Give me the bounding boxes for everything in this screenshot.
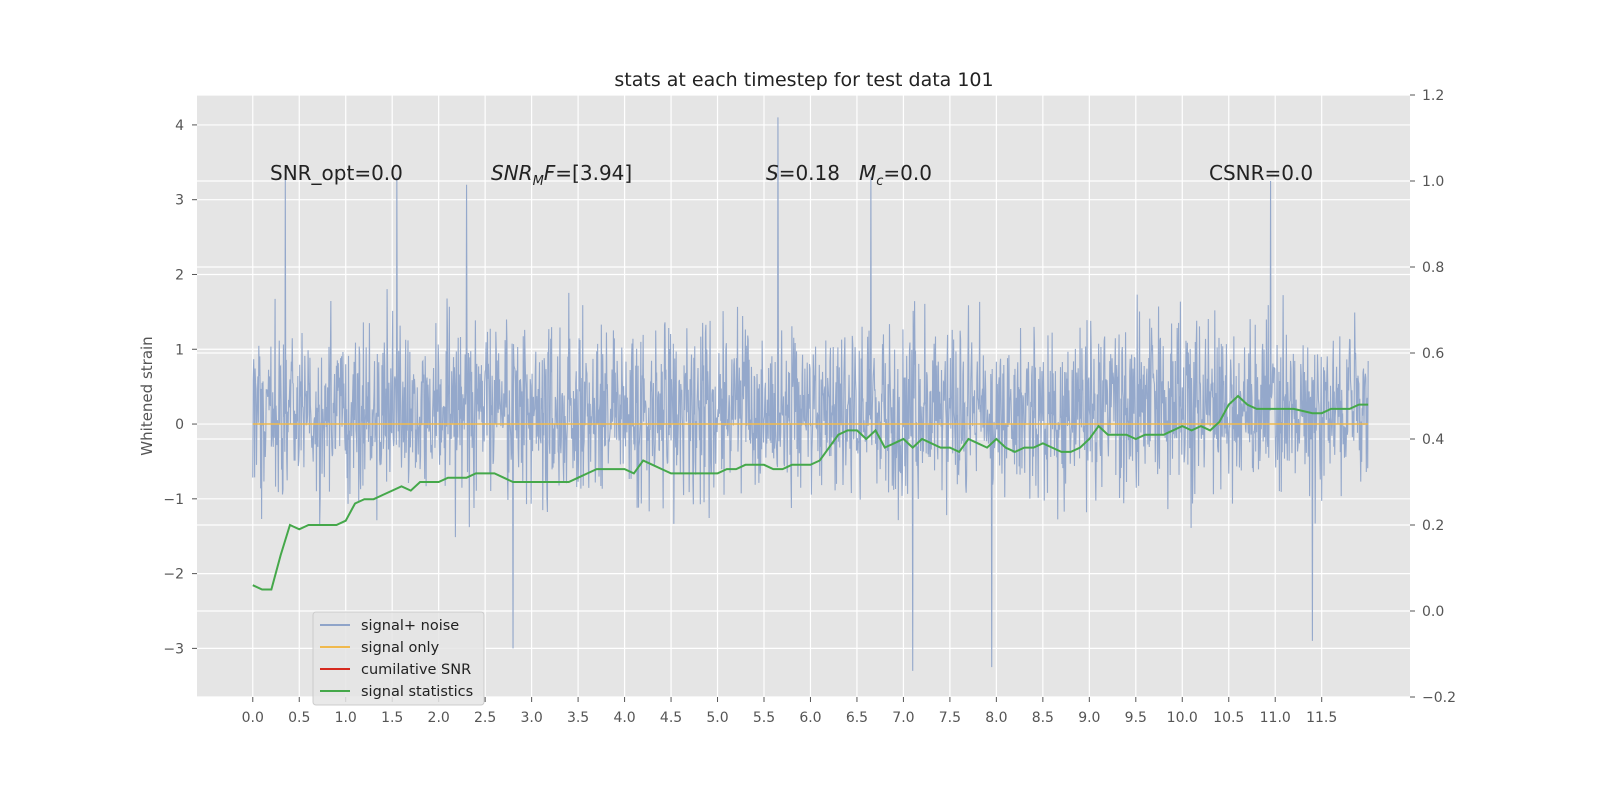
y-tick-label: −2	[163, 567, 184, 583]
right-y-tick-label: 0.6	[1422, 346, 1444, 362]
y-tick-label: 3	[175, 193, 184, 209]
x-tick-label: 7.5	[939, 710, 961, 726]
x-tick-label: 3.0	[520, 710, 542, 726]
x-tick-label: 8.0	[985, 710, 1007, 726]
annotation-snr-opt: SNR_opt=0.0	[270, 161, 403, 185]
x-tick-label: 0.0	[242, 710, 264, 726]
snr-mf-subscript: M	[533, 174, 544, 189]
x-axis-ticks: 0.0 0.5 1.0 1.5 2.0 2.5 3.0 3.5 4.0 4.5 5.0 5.5 6.0 6…	[242, 697, 1337, 726]
annotation-s: S=0.18	[766, 161, 840, 185]
legend-label: signal statistics	[361, 684, 473, 700]
legend-box	[312, 611, 485, 706]
y-tick-label: 2	[175, 267, 184, 283]
x-tick-label: 8.5	[1032, 710, 1054, 726]
legend-label: cumilative SNR	[361, 662, 471, 678]
x-tick-label: 5.0	[706, 710, 728, 726]
legend-label: signal only	[361, 640, 440, 656]
right-y-tick-label: 1.2	[1422, 88, 1444, 104]
annotation-snr-mf: SNRMF=[3.94]	[491, 161, 632, 189]
signal-statistics-line	[252, 394, 1369, 591]
y-tick-label: 4	[175, 118, 184, 134]
x-tick-label: 10.5	[1213, 710, 1244, 726]
snr-mf-label: SNR	[491, 161, 533, 185]
x-tick-label: 9.0	[1078, 710, 1100, 726]
x-tick-label: 7.0	[892, 710, 914, 726]
x-tick-label: 11.5	[1306, 710, 1337, 726]
x-tick-label: 11.0	[1260, 710, 1291, 726]
x-tick-label: 4.0	[613, 710, 635, 726]
x-tick-label: 2.5	[474, 710, 496, 726]
chart-title: stats at each timestep for test data 101	[614, 69, 993, 91]
y-tick-label: 1	[175, 342, 184, 358]
x-tick-label: 10.0	[1167, 710, 1198, 726]
y-tick-label: −1	[163, 492, 184, 508]
y-axis-label: Whitened strain	[138, 336, 156, 455]
snr-mf-f: F	[544, 161, 556, 185]
x-tick-label: 9.5	[1125, 710, 1147, 726]
right-y-tick-label: 0.2	[1422, 518, 1444, 534]
y-tick-label: 0	[175, 417, 184, 433]
annotation-csnr: CSNR=0.0	[1209, 161, 1313, 185]
signal-plus-noise-series	[252, 117, 1369, 671]
x-tick-label: 4.5	[660, 710, 682, 726]
x-tick-label: 6.0	[799, 710, 821, 726]
right-y-tick-label: 1.0	[1422, 174, 1444, 190]
mc-subscript: c	[876, 174, 883, 189]
legend: signal+ noise signal only cumilative SNR si…	[312, 611, 485, 706]
s-label: S	[766, 161, 779, 185]
series-lines	[252, 394, 1369, 591]
right-y-tick-label: 0.0	[1422, 604, 1444, 620]
legend-label: signal+ noise	[361, 618, 459, 634]
y-tick-label: −3	[163, 641, 184, 657]
x-tick-label: 6.5	[846, 710, 868, 726]
signal-plus-noise-line	[252, 117, 1369, 671]
x-tick-label: 1.5	[381, 710, 403, 726]
x-tick-label: 5.5	[753, 710, 775, 726]
right-y-tick-label: 0.8	[1422, 260, 1444, 276]
snr-mf-value: =[3.94]	[555, 161, 632, 185]
x-tick-label: 1.0	[335, 710, 357, 726]
x-tick-label: 3.5	[567, 710, 589, 726]
left-y-axis-ticks: −3 −2 −1 0 1 2 3 4	[163, 118, 197, 657]
right-y-tick-label: 0.4	[1422, 432, 1444, 448]
mc-label: M	[859, 161, 876, 185]
right-y-tick-label: −0.2	[1422, 690, 1456, 706]
x-tick-label: 0.5	[288, 710, 310, 726]
annotation-mc: Mc=0.0	[859, 161, 932, 189]
x-tick-label: 2.0	[428, 710, 450, 726]
right-y-axis-ticks: −0.2 0.0 0.2 0.4 0.6 0.8 1.0 1.2	[1410, 88, 1456, 706]
s-value: =0.18	[779, 161, 840, 185]
mc-value: =0.0	[883, 161, 932, 185]
